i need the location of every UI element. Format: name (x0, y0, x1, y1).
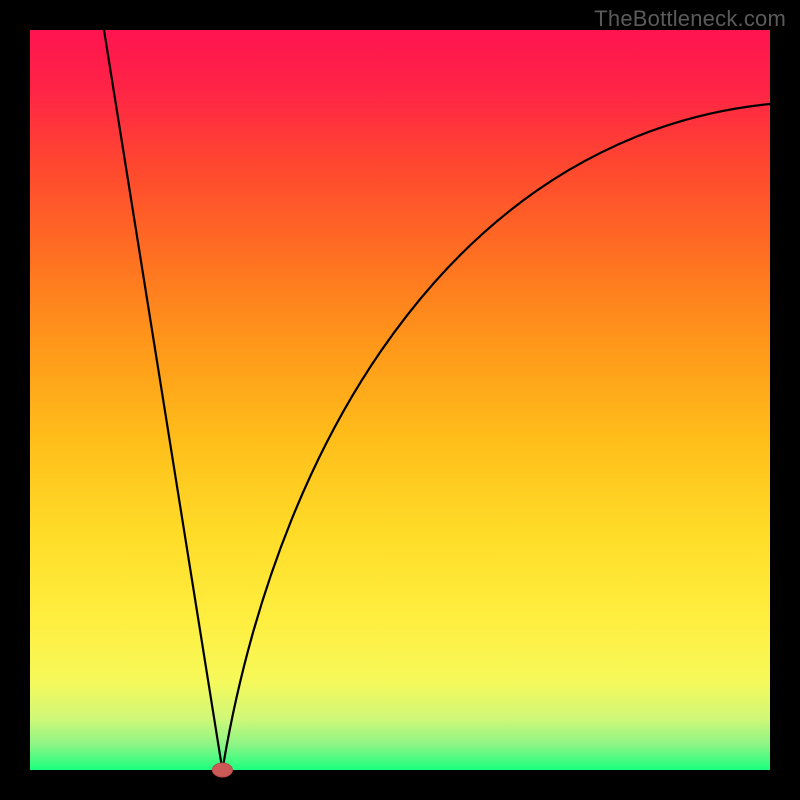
watermark-text: TheBottleneck.com (594, 6, 786, 32)
minimum-marker (212, 763, 232, 777)
gradient-background (30, 30, 770, 770)
chart-canvas: TheBottleneck.com (0, 0, 800, 800)
plot-svg (0, 0, 800, 800)
